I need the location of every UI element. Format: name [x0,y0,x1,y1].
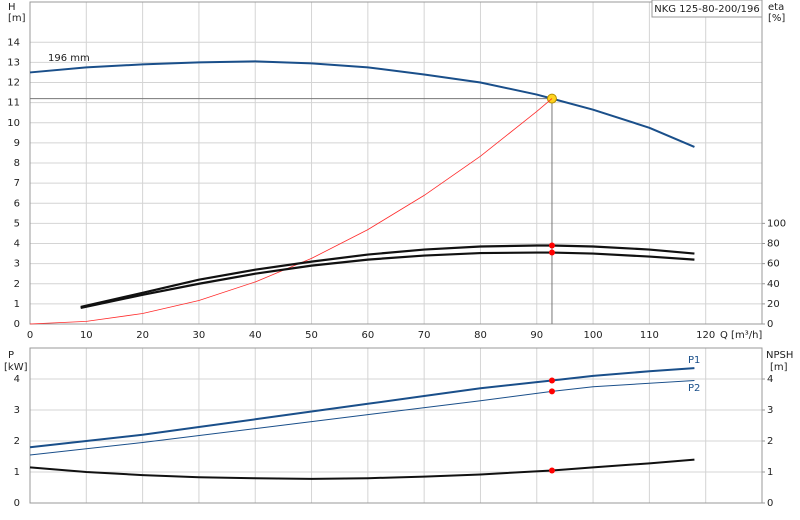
x-tick-label: 100 [584,330,603,341]
panel: 0 10 20 30 40 50 60 70 80 90 100 110 120012345678910… [7,1,786,341]
curve [80,251,695,309]
y-tick-label: 4 [14,374,20,385]
x-tick-label: 20 [136,330,149,341]
y2-label: eta [768,2,784,13]
curve [29,380,695,456]
panel: 0 1 2 3 4 0 1 2 3 4 [14,347,773,509]
y-tick-label: 2 [14,436,20,447]
y2-tick-label: 0 [767,319,773,330]
series-label: P2 [688,383,700,394]
y2-tick-label: 100 [767,218,786,229]
y2-tick-label: 20 [767,299,780,310]
curve [29,60,695,148]
y-tick-label: 0 [14,319,20,330]
x-tick-label: 0 [27,330,33,341]
series-label: P1 [688,355,700,366]
y-tick-label: 7 [14,178,20,189]
y-tick-label: 0 [14,498,20,509]
x-label: Q [m³/h] [720,330,762,341]
y2-tick-label: 60 [767,259,780,270]
plot-frame [29,1,763,325]
y-tick-label: 6 [14,198,20,209]
y-tick-label: 13 [7,57,20,68]
y2-tick-label: 40 [767,279,780,290]
y-tick-label: 2 [14,279,20,290]
top-static: H [m] eta [%] Q [m³/h] 196 mm NKG 125-80… [8,0,785,341]
y-tick-label: 3 [14,259,20,270]
y-tick-label: 11 [7,98,20,109]
y2-tick-label: 80 [767,239,780,250]
y2-unit: [m] [770,362,788,373]
y2-unit: [%] [768,13,785,24]
x-tick-label: 110 [640,330,659,341]
y-tick-label: 10 [7,118,20,129]
x-tick-label: 90 [530,330,543,341]
y-tick-label: 1 [14,467,20,478]
x-tick-label: 80 [474,330,487,341]
curve [80,244,695,308]
y-tick-label: 8 [14,158,20,169]
y2-tick-label: 3 [767,405,773,416]
y-unit: [m] [8,13,26,24]
y-tick-label: 1 [14,299,20,310]
plot-frame [29,347,763,504]
operating-marker [548,467,555,474]
y2-tick-label: 0 [767,498,773,509]
curve [29,367,695,449]
y-tick-label: 5 [14,218,20,229]
y-tick-label: 4 [14,239,20,250]
operating-marker [548,249,555,256]
chart-title: NKG 125-80-200/196 [654,4,760,15]
y2-tick-label: 2 [767,436,773,447]
operating-marker [548,388,555,395]
x-tick-label: 50 [305,330,318,341]
operating-marker [548,377,555,384]
y-tick-label: 12 [7,78,20,89]
x-tick-label: 120 [696,330,715,341]
x-tick-label: 70 [418,330,431,341]
y-label: P [8,350,14,361]
curve [29,458,695,480]
y-tick-label: 14 [7,37,20,48]
y2-label: NPSH [766,350,793,361]
y-tick-label: 3 [14,405,20,416]
curve [29,98,553,325]
y-tick-label: 9 [14,138,20,149]
curve-label: 196 mm [48,53,90,64]
operating-marker [548,242,555,249]
bottom-static: P [kW] NPSH [m] P1 P2 [4,350,793,394]
y2-tick-label: 4 [767,374,773,385]
y2-tick-label: 1 [767,467,773,478]
title-box [651,0,763,18]
x-tick-label: 60 [361,330,374,341]
x-tick-label: 30 [193,330,206,341]
y-label: H [8,2,16,13]
x-tick-label: 40 [249,330,262,341]
y-unit: [kW] [4,362,28,373]
x-tick-label: 10 [80,330,93,341]
